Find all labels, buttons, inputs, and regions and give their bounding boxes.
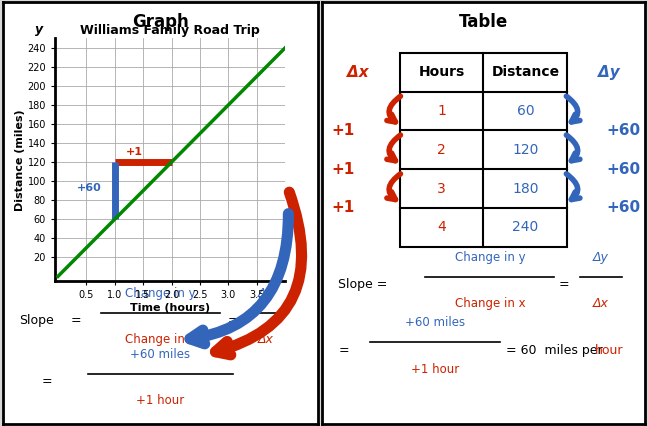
Text: Change in x: Change in x — [454, 297, 525, 310]
Text: +1 hour: +1 hour — [411, 363, 459, 376]
Text: 4: 4 — [437, 220, 446, 234]
Text: Slope: Slope — [19, 314, 54, 327]
Text: x: x — [274, 255, 283, 268]
FancyArrowPatch shape — [387, 174, 400, 199]
Text: +1 hour: +1 hour — [136, 394, 185, 407]
X-axis label: Time (hours): Time (hours) — [130, 303, 210, 313]
FancyArrowPatch shape — [387, 96, 400, 122]
Text: =: = — [70, 314, 81, 327]
Title: Williams Family Road Trip: Williams Family Road Trip — [80, 24, 260, 37]
FancyArrowPatch shape — [566, 174, 580, 199]
Text: +1: +1 — [331, 201, 354, 216]
Text: +60: +60 — [76, 183, 102, 193]
Text: +60 miles: +60 miles — [130, 348, 191, 361]
Text: Δx: Δx — [347, 65, 368, 80]
Text: Slope =: Slope = — [338, 278, 388, 291]
Text: =: = — [559, 278, 570, 291]
Text: Change in x: Change in x — [125, 333, 196, 346]
Text: Δy: Δy — [598, 65, 620, 80]
FancyArrowPatch shape — [566, 96, 580, 122]
Text: +60: +60 — [607, 201, 641, 216]
Text: +60: +60 — [607, 123, 641, 138]
Text: =: = — [227, 314, 238, 327]
Text: Graph: Graph — [132, 13, 189, 31]
Bar — [400, 53, 567, 247]
Text: Δy: Δy — [594, 251, 609, 264]
Text: 60: 60 — [516, 104, 534, 118]
Text: y: y — [36, 23, 43, 36]
Text: Δx: Δx — [258, 333, 273, 346]
Text: =: = — [42, 375, 52, 388]
Text: 120: 120 — [512, 143, 538, 157]
Text: 240: 240 — [512, 220, 538, 234]
Text: Distance: Distance — [491, 65, 559, 79]
Text: Table: Table — [459, 13, 508, 31]
FancyArrowPatch shape — [566, 135, 580, 161]
Text: Hours: Hours — [419, 65, 465, 79]
Text: hour: hour — [596, 343, 624, 357]
Text: +1: +1 — [331, 123, 354, 138]
Text: Δy: Δy — [258, 287, 273, 299]
Text: =: = — [338, 343, 349, 357]
Text: 2: 2 — [437, 143, 446, 157]
FancyArrowPatch shape — [387, 135, 400, 161]
Text: = 60  miles per: = 60 miles per — [506, 343, 603, 357]
Text: 3: 3 — [437, 181, 446, 196]
Text: Change in y: Change in y — [454, 251, 525, 264]
Text: 180: 180 — [512, 181, 538, 196]
Text: Δx: Δx — [594, 297, 609, 310]
Text: +60 miles: +60 miles — [405, 316, 465, 329]
Text: +1: +1 — [331, 161, 354, 177]
Text: 1: 1 — [437, 104, 446, 118]
Text: Change in y: Change in y — [125, 287, 196, 299]
Text: +60: +60 — [607, 161, 641, 177]
Y-axis label: Distance (miles): Distance (miles) — [15, 109, 25, 210]
Text: +1: +1 — [126, 147, 143, 156]
